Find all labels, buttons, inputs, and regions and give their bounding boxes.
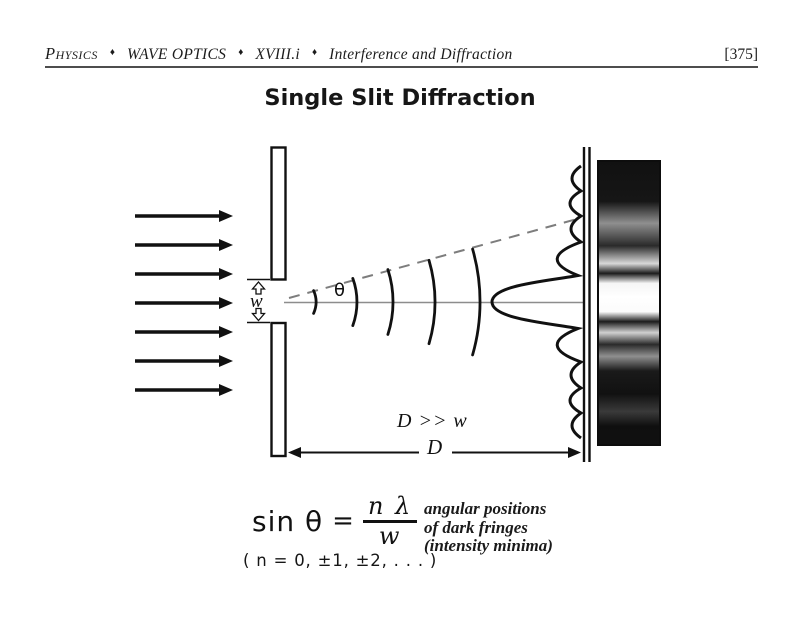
formula-lhs: sin θ <box>252 504 324 538</box>
slit-barrier <box>270 146 287 458</box>
plane-wave-arrows <box>135 210 233 396</box>
intensity-curve <box>490 164 585 440</box>
equals-sign: = <box>332 506 354 537</box>
distance-arrow <box>288 447 581 458</box>
diffraction-pattern-strip <box>597 160 661 446</box>
header-unit: WAVE OPTICS <box>127 46 227 63</box>
slit-width-label: w <box>250 291 263 312</box>
up-arrow-icon <box>251 281 266 295</box>
header-chapter: Interference and Diffraction <box>329 46 513 63</box>
distance-label: D <box>427 435 443 459</box>
annotation-line: (intensity minima) <box>424 536 553 555</box>
down-arrow-icon <box>251 307 266 322</box>
screen-line <box>582 147 591 462</box>
header-rule <box>45 66 758 68</box>
page-number: [375] <box>724 46 758 63</box>
fraction-bar <box>362 520 418 523</box>
annotation-line: angular positions <box>424 499 547 518</box>
header-section: XVIII.i <box>255 46 301 63</box>
formula-fraction: n λ w <box>362 492 418 550</box>
separator-diamond-icon: ♦ <box>238 46 244 58</box>
distance-condition-label: D >> w <box>397 410 468 432</box>
separator-diamond-icon: ♦ <box>109 46 116 58</box>
wavefront-arcs <box>312 247 482 357</box>
slit-width-marker <box>247 278 270 324</box>
dark-fringe-formula: sin θ = n λ w <box>252 492 418 550</box>
formula-domain: ( n = 0, ±1, ±2, . . . ) <box>243 551 438 570</box>
formula-annotation: angular positions of dark fringes (inten… <box>424 499 553 556</box>
annotation-line: of dark fringes <box>424 517 528 537</box>
page-header: Physics ♦ WAVE OPTICS ♦ XVIII.i ♦ Interf… <box>45 44 758 64</box>
separator-diamond-icon: ♦ <box>312 46 318 58</box>
dark-fringe-dashed-line <box>288 218 578 299</box>
angle-label: θ <box>334 280 346 301</box>
fraction-denominator: w <box>378 521 402 550</box>
fraction-numerator: n λ <box>367 492 413 520</box>
page-title: Single Slit Diffraction <box>264 85 536 111</box>
header-course: Physics <box>45 44 98 63</box>
